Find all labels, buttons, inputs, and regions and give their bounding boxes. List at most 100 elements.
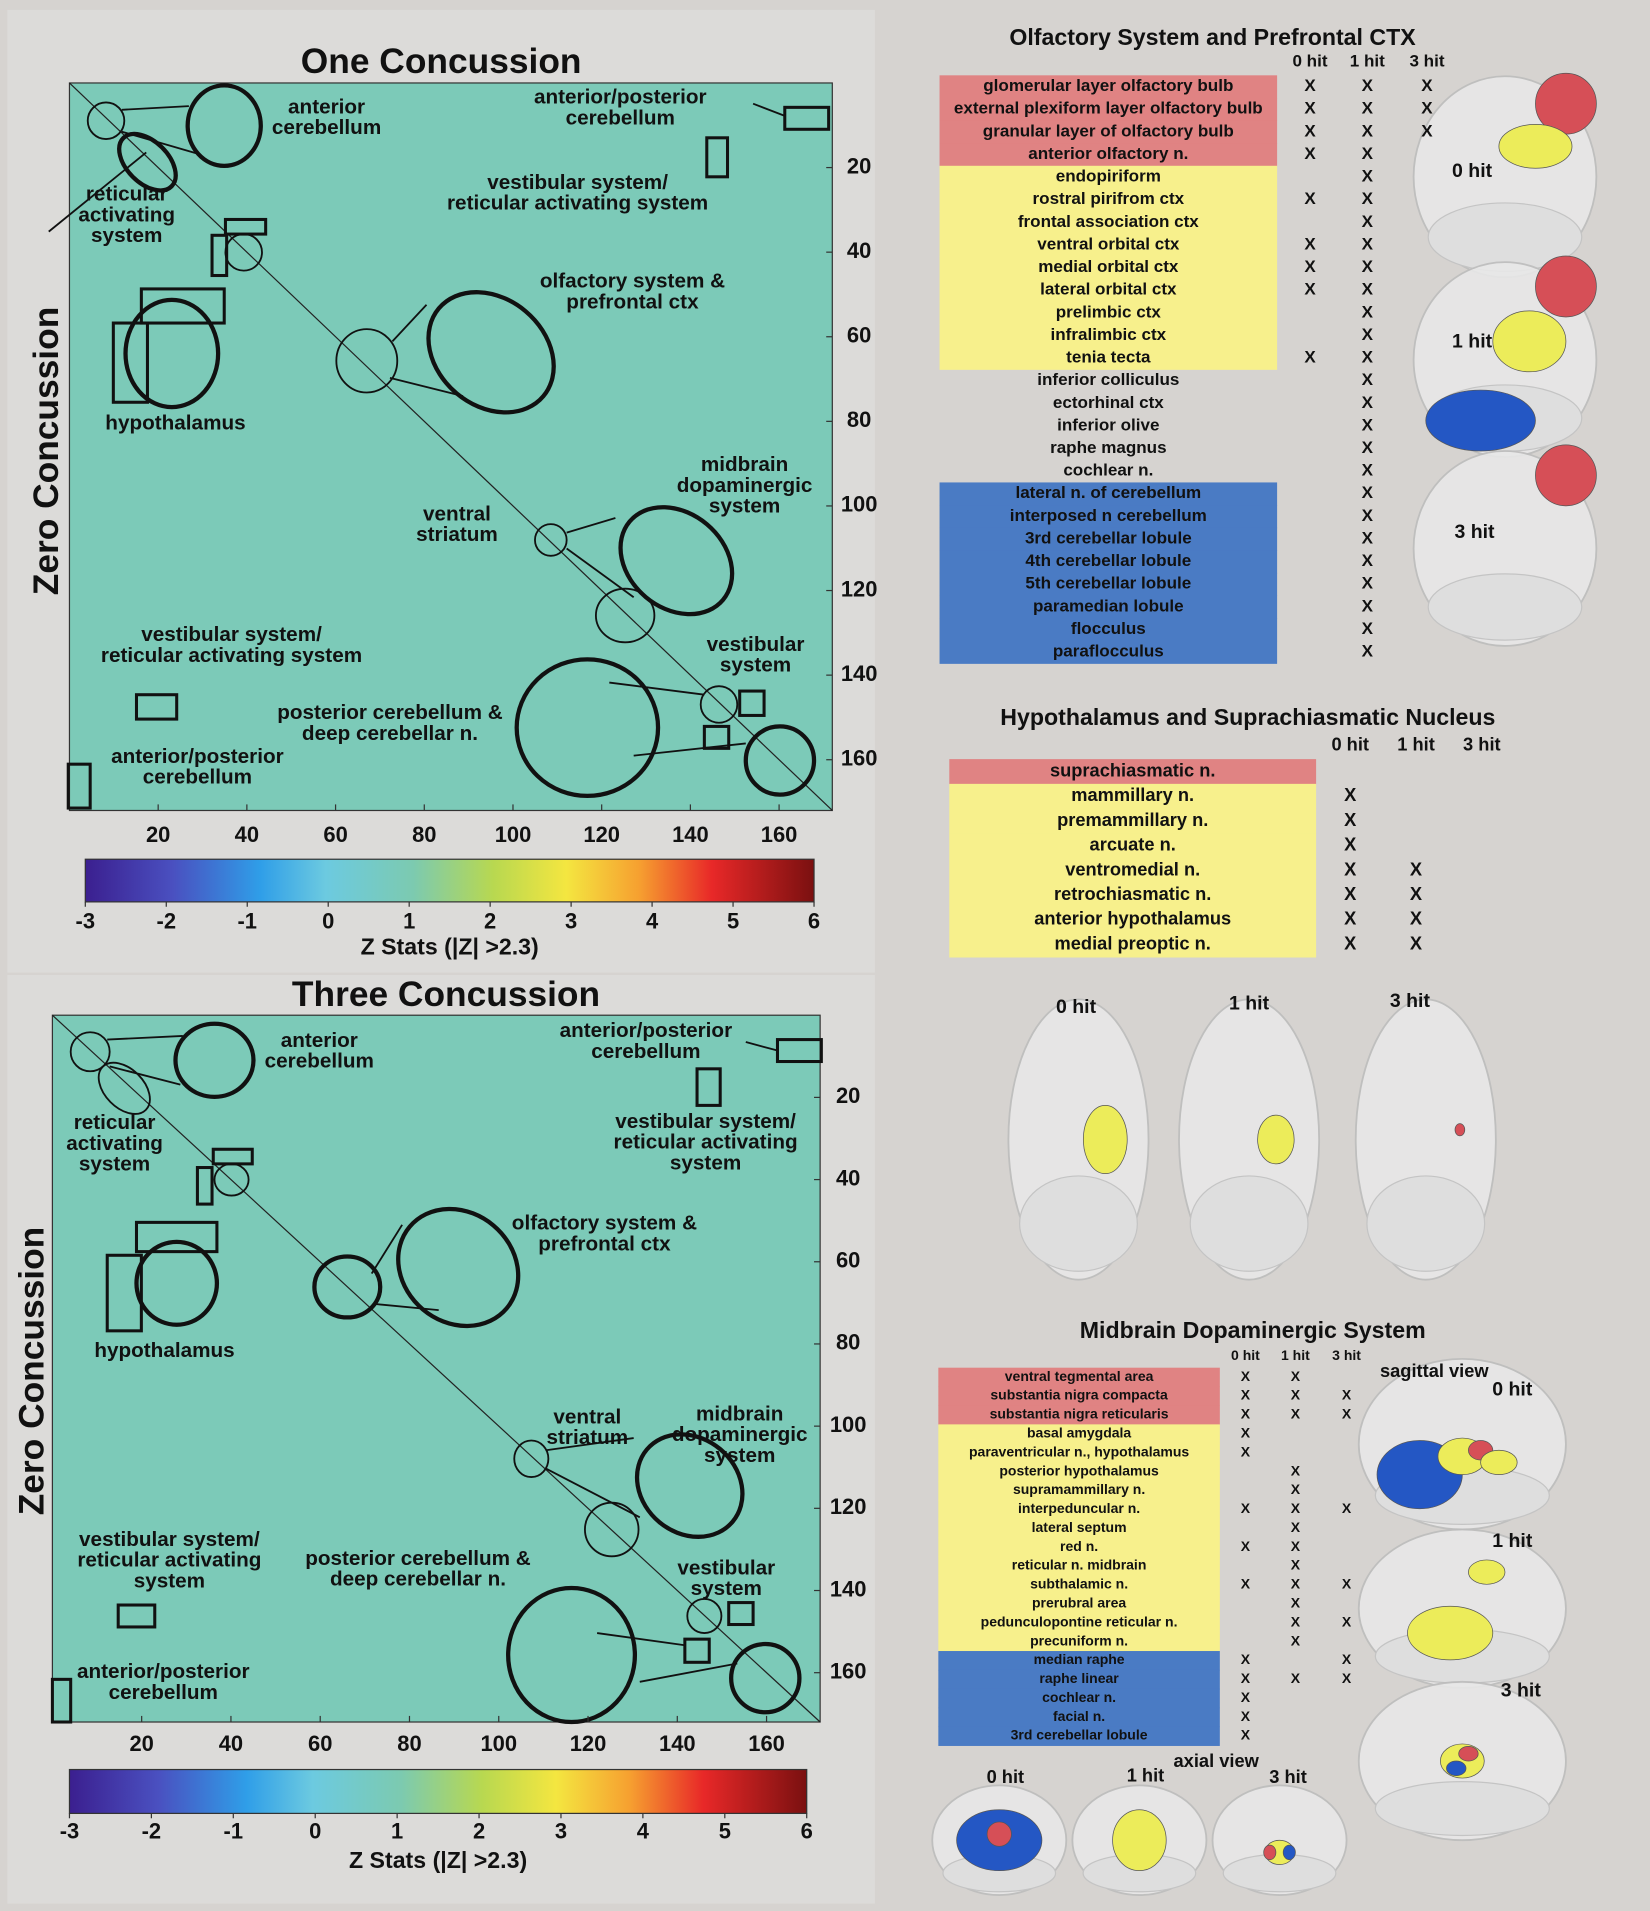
row-band bbox=[938, 1443, 1220, 1463]
annotation: cerebellum bbox=[272, 116, 381, 139]
row-label: cochlear n. bbox=[1042, 1689, 1116, 1705]
row-label: cochlear n. bbox=[1063, 461, 1153, 480]
row-label: flocculus bbox=[1071, 619, 1146, 638]
annotation: ventral bbox=[553, 1405, 621, 1428]
y-tick-label: 60 bbox=[836, 1248, 860, 1273]
row-label: substantia nigra reticularis bbox=[990, 1406, 1169, 1422]
row-label: ventral orbital ctx bbox=[1037, 234, 1180, 253]
cell-mark: X bbox=[1241, 1727, 1251, 1743]
row-label: prelimbic ctx bbox=[1056, 302, 1162, 321]
row-band bbox=[938, 1386, 1220, 1406]
cell-mark: X bbox=[1291, 1462, 1301, 1478]
cell-mark: X bbox=[1291, 1519, 1301, 1535]
region-shape bbox=[1082, 1105, 1128, 1174]
connector bbox=[566, 517, 616, 534]
x-tick-label: 40 bbox=[235, 822, 259, 847]
image-label: 1 hit bbox=[1452, 331, 1493, 353]
row-label: retrochiasmatic n. bbox=[1054, 883, 1211, 904]
region-ellipse bbox=[584, 1501, 640, 1558]
region-shape bbox=[1468, 1559, 1506, 1585]
region-shape bbox=[1492, 310, 1567, 373]
region-box bbox=[105, 1253, 143, 1333]
annotation: system bbox=[704, 1444, 775, 1467]
region-shape bbox=[1407, 1605, 1494, 1661]
row-band bbox=[939, 572, 1278, 597]
row-label: anterior hypothalamus bbox=[1034, 908, 1231, 929]
colorbar-tick-label: 2 bbox=[484, 908, 496, 933]
annotation: hypothalamus bbox=[94, 1339, 234, 1362]
cell-mark: X bbox=[1304, 280, 1316, 299]
cell-mark: X bbox=[1342, 1500, 1352, 1516]
region-ellipse bbox=[594, 587, 656, 644]
colorbar-tick-label: -2 bbox=[142, 1819, 162, 1844]
row-label: lateral septum bbox=[1032, 1519, 1127, 1535]
cell-mark: X bbox=[1362, 574, 1374, 593]
panel-title: One Concussion bbox=[301, 42, 582, 81]
annotation: ventral bbox=[423, 502, 491, 525]
row-label: endopiriform bbox=[1056, 167, 1161, 186]
cell-mark: X bbox=[1304, 144, 1316, 163]
row-label: lateral n. of cerebellum bbox=[1015, 483, 1201, 502]
annotation: posterior cerebellum & bbox=[277, 701, 503, 724]
brain-part bbox=[1189, 1175, 1309, 1272]
y-tick-label: 20 bbox=[836, 1083, 860, 1108]
cell-mark: X bbox=[1342, 1406, 1352, 1422]
column-header: 0 hit bbox=[1292, 52, 1327, 71]
annotation: vestibular system/ bbox=[141, 623, 322, 646]
cell-mark: X bbox=[1241, 1670, 1251, 1686]
y-tick-label: 140 bbox=[841, 661, 878, 686]
annotation: olfactory system & bbox=[540, 270, 725, 293]
x-tick-label: 80 bbox=[397, 1731, 421, 1756]
colorbar-tick-label: 5 bbox=[719, 1819, 731, 1844]
row-band bbox=[938, 1462, 1220, 1482]
region-shape bbox=[1282, 1844, 1296, 1861]
annotation: olfactory system & bbox=[512, 1212, 697, 1235]
region-ellipse bbox=[514, 657, 661, 798]
image-label: 0 hit bbox=[1492, 1379, 1533, 1401]
cell-mark: X bbox=[1291, 1406, 1301, 1422]
cell-mark: X bbox=[1362, 528, 1374, 547]
brain-part bbox=[1374, 1780, 1550, 1837]
row-label: paramedian lobule bbox=[1033, 596, 1184, 615]
image-label: 1 hit bbox=[1229, 992, 1270, 1014]
colorbar bbox=[84, 858, 815, 903]
cell-mark: X bbox=[1362, 348, 1374, 367]
row-band bbox=[939, 143, 1278, 167]
y-tick-label: 80 bbox=[836, 1330, 860, 1355]
region-box bbox=[134, 1220, 219, 1254]
x-tick-label: 100 bbox=[495, 822, 532, 847]
annotation: cerebellum bbox=[109, 1681, 218, 1704]
region-box bbox=[705, 136, 730, 179]
region-ellipse bbox=[117, 131, 178, 193]
row-label: external plexiform layer olfactory bulb bbox=[954, 99, 1263, 118]
row-band bbox=[938, 1518, 1220, 1539]
x-tick-label: 160 bbox=[761, 822, 798, 847]
x-tick-label: 40 bbox=[219, 1731, 243, 1756]
cell-mark: X bbox=[1241, 1406, 1251, 1422]
region-ellipse bbox=[426, 290, 556, 415]
row-label: paraflocculus bbox=[1053, 642, 1164, 661]
column-header: 0 hit bbox=[1331, 734, 1369, 755]
region-ellipse bbox=[396, 1206, 521, 1329]
cell-mark: X bbox=[1304, 348, 1316, 367]
region-shape bbox=[1458, 1746, 1479, 1762]
region-ellipse bbox=[729, 1641, 802, 1715]
row-label: lateral orbital ctx bbox=[1040, 280, 1177, 299]
connector bbox=[121, 105, 189, 111]
annotation: anterior/posterior bbox=[111, 745, 284, 768]
annotation: activating bbox=[66, 1132, 163, 1155]
colorbar-tick-label: -3 bbox=[60, 1819, 80, 1844]
column-header: 1 hit bbox=[1350, 52, 1385, 71]
x-tick-label: 160 bbox=[748, 1731, 785, 1756]
view-label: sagittal view bbox=[1380, 1360, 1489, 1381]
column-header: 1 hit bbox=[1281, 1347, 1310, 1363]
colorbar-label: Z Stats (|Z| >2.3) bbox=[349, 1847, 527, 1873]
cell-mark: X bbox=[1362, 302, 1374, 321]
annotation: deep cerebellar n. bbox=[330, 1568, 506, 1591]
row-label: substantia nigra compacta bbox=[990, 1387, 1168, 1403]
cell-mark: X bbox=[1362, 325, 1374, 344]
connector bbox=[545, 1467, 641, 1519]
row-band bbox=[939, 188, 1278, 212]
x-tick-label: 120 bbox=[583, 822, 620, 847]
connector bbox=[107, 1035, 183, 1041]
